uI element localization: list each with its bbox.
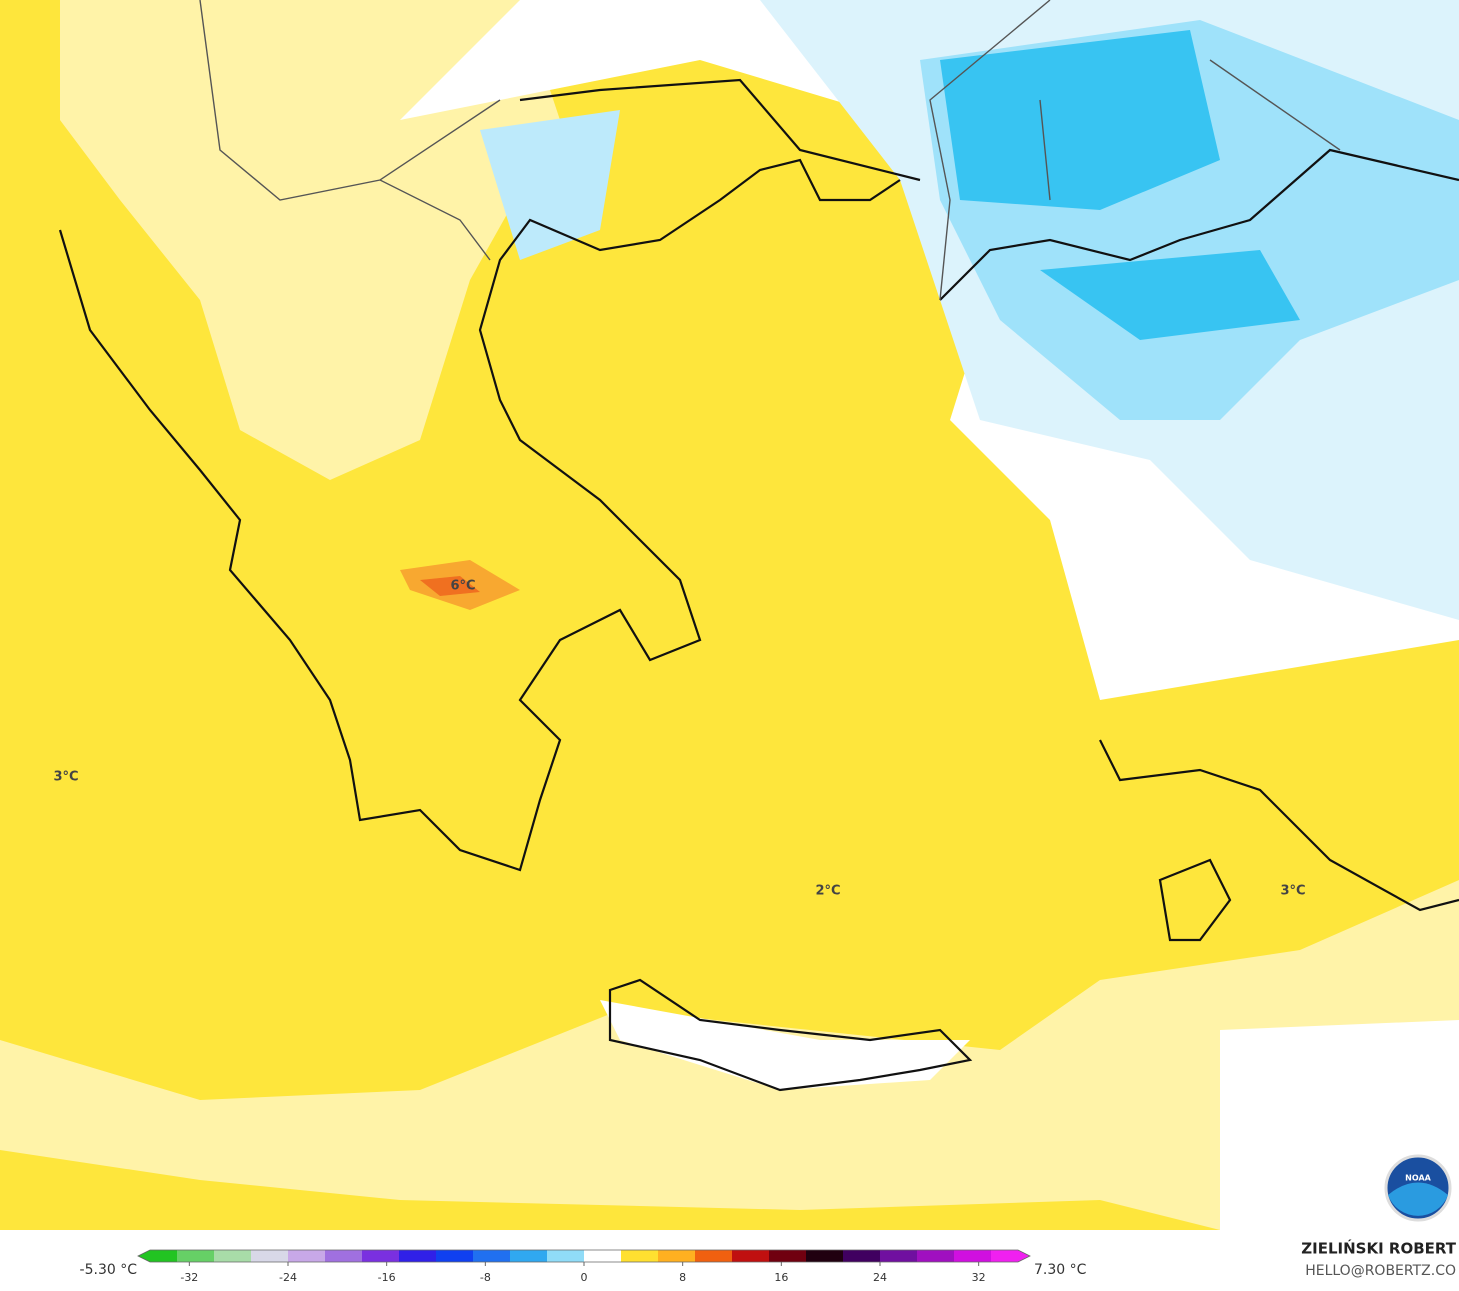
colorbar-tick-label: -24 (279, 1271, 297, 1284)
warm-anomaly (420, 576, 480, 596)
value-label: 3°C (1280, 884, 1305, 899)
colorbar-outline (137, 1249, 1031, 1263)
colorbar-segment (695, 1250, 732, 1262)
author: ZIELIŃSKI ROBERT (1301, 1239, 1456, 1258)
colorbar-segment (214, 1250, 251, 1262)
value-label: 2°C (815, 884, 840, 899)
colorbar-tick-label: -32 (180, 1271, 198, 1284)
colorbar-segment (658, 1250, 695, 1262)
colorbar-segment (510, 1250, 547, 1262)
coastline (1158, 858, 1232, 942)
cold-anomaly (480, 110, 620, 260)
colorbar-segment (288, 1250, 325, 1262)
colorbar: -32 -24 -16 -8 0 8 16 24 32 -5.30 °C 7.30 °C (80, 1249, 1087, 1284)
colorbar-segment (843, 1250, 880, 1262)
colorbar-segment (177, 1250, 214, 1262)
colorbar-tick-label: 32 (972, 1271, 986, 1284)
colorbar-segment (991, 1250, 1018, 1262)
colorbar-segment (325, 1250, 362, 1262)
colorbar-segment (547, 1250, 584, 1262)
colorbar-max: 7.30 °C (1034, 1262, 1087, 1278)
coastline (608, 978, 973, 1092)
colorbar-segment (362, 1250, 399, 1262)
colorbar-segment (954, 1250, 991, 1262)
colorbar-tick-label: 24 (873, 1271, 887, 1284)
border (199, 0, 1341, 301)
colorbar-end (138, 1250, 150, 1262)
coastline (519, 78, 1459, 912)
contact: HELLO@ROBERTZ.CO (1305, 1263, 1456, 1279)
value-label: 3°C (53, 770, 78, 785)
colorbar-segment (806, 1250, 843, 1262)
colorbar-end (1018, 1250, 1030, 1262)
colorbar-tick-label: 8 (679, 1271, 686, 1284)
colorbar-min: -5.30 °C (80, 1262, 138, 1278)
colorbar-tick-label: 0 (581, 1271, 588, 1284)
logo-text: NOAA (1405, 1174, 1431, 1183)
noaa-logo: NOAA (1384, 1154, 1452, 1222)
colorbar-segment (584, 1250, 621, 1262)
colorbar-tick-label: 16 (774, 1271, 788, 1284)
colorbar-segment (880, 1250, 917, 1262)
strong-cold-anomaly (940, 30, 1300, 340)
coastline (58, 158, 901, 872)
neutral-anomaly (600, 1000, 970, 1090)
colorbar-segment (436, 1250, 473, 1262)
light-anomaly (60, 0, 560, 480)
colorbar-tick-label: -8 (480, 1271, 491, 1284)
colorbar-segment (732, 1250, 769, 1262)
value-label: 6°C (450, 579, 475, 594)
colorbar-segment (150, 1250, 177, 1262)
colorbar-segment (473, 1250, 510, 1262)
colorbar-segment (621, 1250, 658, 1262)
map (0, 0, 1459, 1230)
map-labels: 3°C 6°C 2°C 3°C (53, 579, 1305, 899)
colorbar-segment (251, 1250, 288, 1262)
colorbar-segment (917, 1250, 954, 1262)
colorbar-segment (399, 1250, 436, 1262)
colorbar-segment (769, 1250, 806, 1262)
colorbar-tick-label: -16 (378, 1271, 396, 1284)
logo-wave (1388, 1182, 1448, 1216)
